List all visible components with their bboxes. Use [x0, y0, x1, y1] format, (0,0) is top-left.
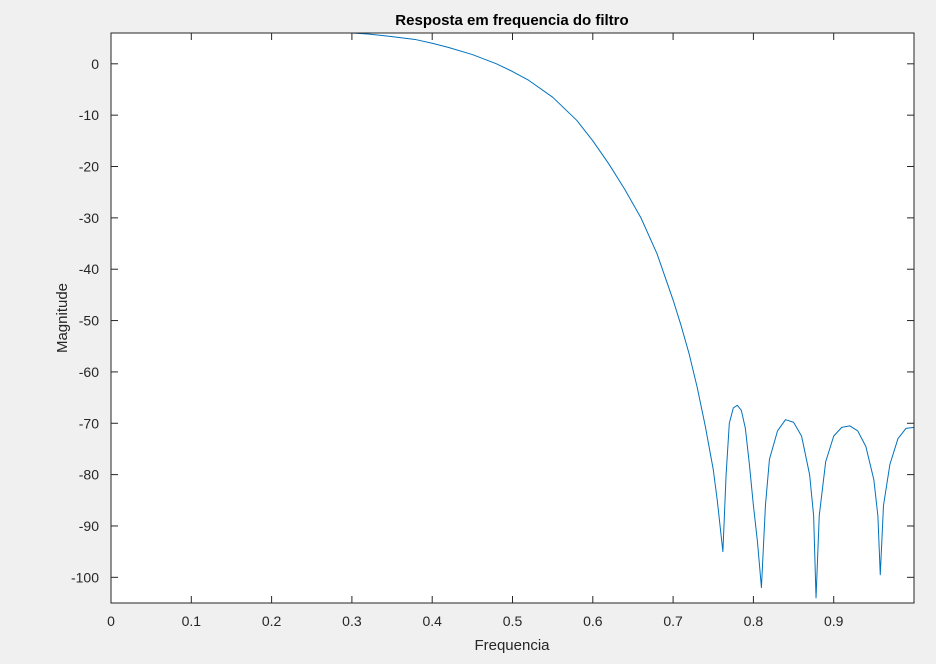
y-tick-label: -60: [79, 364, 99, 380]
y-tick-label: 0: [91, 56, 99, 72]
x-tick-label: 0.9: [824, 613, 844, 629]
y-tick-label: -20: [79, 159, 99, 175]
y-axis-label: Magnitude: [54, 283, 71, 353]
y-tick-label: -30: [79, 210, 99, 226]
x-tick-label: 0.3: [342, 613, 362, 629]
y-tick-label: -80: [79, 467, 99, 483]
x-tick-label: 0.1: [182, 613, 202, 629]
x-axis-label: Frequencia: [474, 637, 550, 654]
x-tick-label: 0.8: [744, 613, 764, 629]
plot-content: [111, 32, 915, 599]
ticks: 0 0.1 0.2 0.3 0.4 0.5 0.6 0.7 0.8 0.9 0 -10 -20 -30 -4…: [71, 33, 914, 629]
x-tick-label: 0.7: [663, 613, 683, 629]
y-tick-label: -50: [79, 313, 99, 329]
y-tick-label: -40: [79, 261, 99, 277]
y-tick-label: -10: [79, 107, 99, 123]
y-tick-label: -70: [79, 415, 99, 431]
y-tick-label: -100: [71, 569, 99, 585]
series-line: [111, 32, 915, 599]
x-tick-label: 0.2: [262, 613, 282, 629]
plot-area: [111, 33, 914, 603]
x-tick-label: 0.4: [422, 613, 442, 629]
x-tick-label: 0.5: [503, 613, 523, 629]
x-tick-label: 0: [107, 613, 115, 629]
x-tick-label: 0.6: [583, 613, 603, 629]
y-tick-label: -90: [79, 518, 99, 534]
chart-title: Resposta em frequencia do filtro: [395, 12, 628, 29]
